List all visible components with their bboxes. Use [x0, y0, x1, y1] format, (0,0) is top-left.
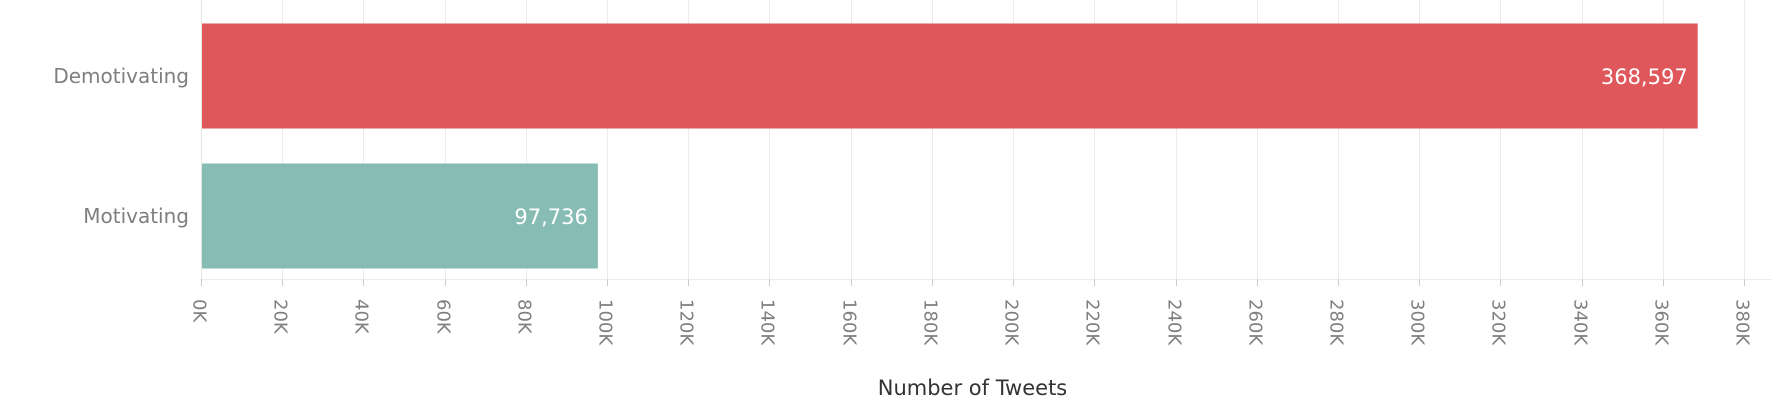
x-tick-label: 200K	[1001, 299, 1022, 346]
x-tick-label: 100K	[595, 299, 616, 346]
value-label: 97,736	[514, 205, 587, 229]
x-tick-label: 240K	[1164, 299, 1185, 346]
x-tick-label: 320K	[1488, 299, 1509, 346]
category-label: Motivating	[83, 204, 189, 228]
x-tick-label: 280K	[1326, 299, 1347, 346]
x-tick-label: 360K	[1651, 299, 1672, 346]
x-tick-label: 220K	[1082, 299, 1103, 346]
x-tick-label: 340K	[1570, 299, 1591, 346]
value-label: 368,597	[1601, 65, 1688, 89]
x-tick-label: 380K	[1732, 299, 1753, 346]
bar-demotivating	[201, 23, 1698, 129]
x-tick-label: 260K	[1245, 299, 1266, 346]
x-tick-label: 80K	[514, 299, 535, 335]
x-tick-label: 160K	[839, 299, 860, 346]
x-tick-label: 0K	[189, 299, 210, 323]
category-label: Demotivating	[53, 64, 189, 88]
x-axis-title: Number of Tweets	[878, 376, 1068, 400]
x-tick-label: 300K	[1407, 299, 1428, 346]
x-tick-label: 140K	[757, 299, 778, 346]
x-tick-label: 60K	[433, 299, 454, 335]
x-tick-label: 120K	[676, 299, 697, 346]
axes: 0K 20K 40K 60K 80K 100K 120K 140K 160K 180K 200K 22…	[189, 0, 1772, 346]
x-tick-label: 180K	[920, 299, 941, 346]
bar-motivating	[201, 163, 598, 269]
x-tick-label: 40K	[351, 299, 372, 335]
x-tick-label: 20K	[270, 299, 291, 335]
bars: Demotivating 368,597 Motivating 97,736	[53, 23, 1698, 269]
